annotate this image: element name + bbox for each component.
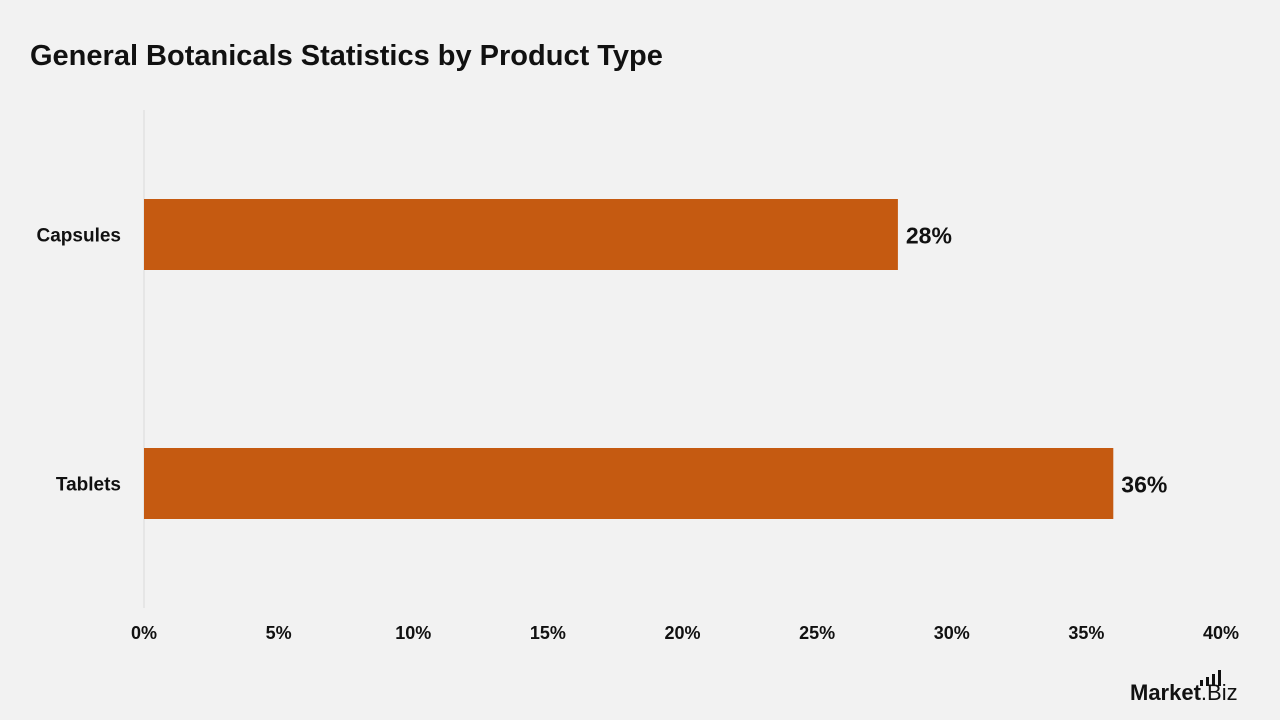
category-label: Tablets — [56, 475, 121, 496]
chart-title: General Botanicals Statistics by Product… — [30, 40, 663, 72]
x-tick-label: 30% — [934, 623, 970, 643]
x-tick-label: 0% — [131, 623, 157, 643]
x-tick-label: 5% — [266, 623, 292, 643]
logo-bars-icon — [1200, 670, 1221, 686]
x-tick-label: 25% — [799, 623, 835, 643]
x-tick-label: 40% — [1203, 623, 1239, 643]
x-tick-label: 10% — [395, 623, 431, 643]
bar-value-label: 36% — [1121, 472, 1167, 498]
logo-word: Market — [1130, 680, 1201, 705]
bar-value-label: 28% — [906, 223, 952, 249]
category-label: Capsules — [37, 226, 121, 247]
bar-capsules — [144, 199, 898, 270]
brand-logo: Market .Biz — [1130, 670, 1238, 706]
x-tick-label: 35% — [1068, 623, 1104, 643]
x-tick-label: 15% — [530, 623, 566, 643]
bar-tablets — [144, 448, 1114, 519]
x-tick-label: 20% — [664, 623, 700, 643]
